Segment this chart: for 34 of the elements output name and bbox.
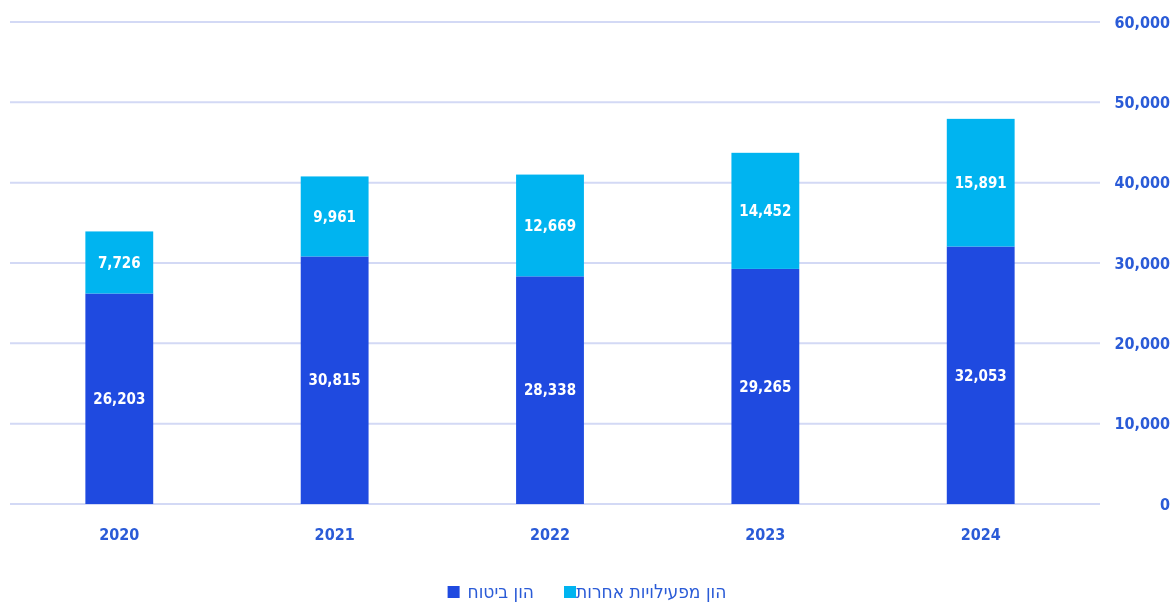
bar — [731, 152, 800, 269]
y-tick-label: 60,000 — [1114, 12, 1170, 32]
bar — [516, 174, 584, 277]
data-label: 28,338 — [523, 381, 577, 400]
bar — [300, 256, 369, 504]
x-tick-label: 2022 — [529, 525, 571, 544]
bar — [85, 293, 154, 504]
legend-label: הון ביטוח — [467, 580, 534, 602]
x-tick-label: 2020 — [99, 525, 140, 544]
y-tick-label: 50,000 — [1114, 92, 1170, 112]
data-label: 30,815 — [308, 371, 361, 390]
bar — [731, 268, 800, 504]
y-tick-label: 0 — [1159, 494, 1170, 514]
x-tick-label: 2023 — [745, 525, 786, 544]
data-label: 15,891 — [954, 173, 1007, 192]
bar — [85, 231, 154, 294]
y-tick-label: 40,000 — [1114, 173, 1170, 193]
x-tick-label: 2024 — [960, 525, 1001, 544]
x-tick-label: 2021 — [314, 525, 355, 544]
y-tick-label: 10,000 — [1114, 414, 1170, 434]
bar — [946, 118, 1015, 247]
bar — [516, 276, 584, 504]
data-label: 12,669 — [523, 216, 577, 235]
data-label: 26,203 — [93, 390, 146, 408]
data-label: 9,961 — [313, 207, 356, 226]
y-tick-label: 20,000 — [1114, 333, 1170, 353]
bar — [300, 176, 369, 257]
data-label: 7,726 — [97, 253, 141, 272]
y-tick-label: 30,000 — [1114, 253, 1170, 273]
legend-label: הון מפעילויות אחרות — [576, 580, 727, 602]
data-label: 32,053 — [954, 366, 1007, 385]
data-label: 14,452 — [739, 202, 792, 221]
bar — [946, 246, 1015, 504]
data-label: 29,265 — [739, 377, 792, 396]
